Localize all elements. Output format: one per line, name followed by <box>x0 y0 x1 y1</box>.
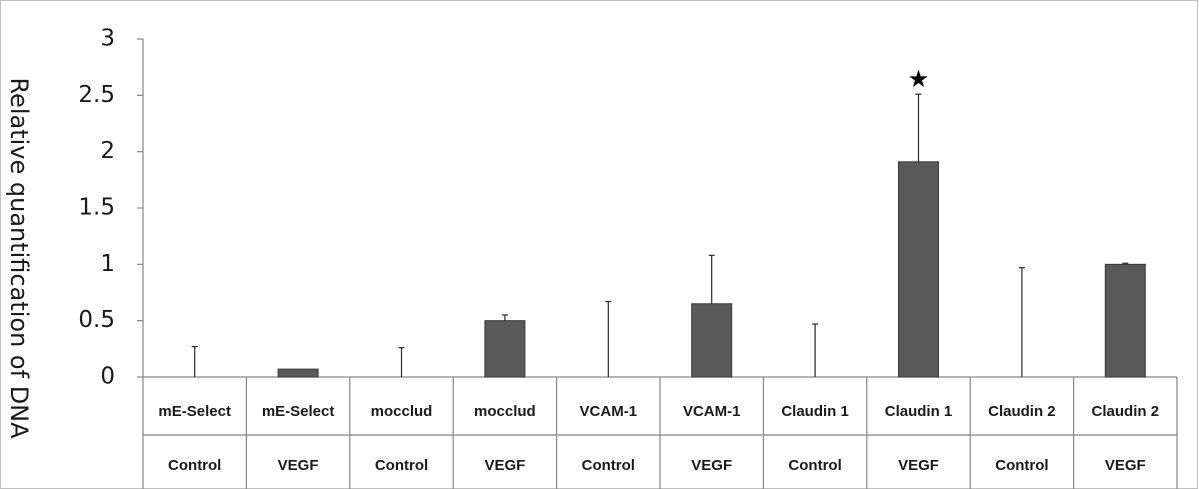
bar <box>691 303 733 378</box>
category-label-condition: Control <box>375 457 428 474</box>
y-tick-label: 1 <box>100 251 115 277</box>
category-label-gene: mE-Select <box>262 403 335 420</box>
category-label-condition: Control <box>995 457 1048 474</box>
category-label-condition: Control <box>788 457 841 474</box>
category-label-gene: mE-Select <box>158 403 231 420</box>
bar <box>898 161 939 378</box>
bar <box>484 320 526 378</box>
category-label-condition: Control <box>582 457 635 474</box>
significance-star-icon: ★ <box>908 65 930 93</box>
y-tick-label: 0 <box>100 364 115 390</box>
category-label-gene: VCAM-1 <box>580 403 638 420</box>
bar <box>277 368 319 378</box>
y-tick-label: 1.5 <box>78 195 115 221</box>
category-label-gene: mocclud <box>474 403 536 420</box>
category-label-condition: VEGF <box>278 457 319 474</box>
category-label-gene: Claudin 1 <box>781 403 849 420</box>
category-label-gene: Claudin 2 <box>1092 403 1160 420</box>
category-label-condition: VEGF <box>484 457 525 474</box>
category-label-gene: VCAM-1 <box>683 403 741 420</box>
category-label-condition: VEGF <box>691 457 732 474</box>
y-tick-label: 0.5 <box>78 307 115 333</box>
bar <box>1104 263 1146 378</box>
category-label-gene: Claudin 2 <box>988 403 1056 420</box>
category-label-condition: Control <box>168 457 221 474</box>
y-axis-label: Relative quantification of DNA <box>5 77 33 439</box>
category-label-gene: Claudin 1 <box>885 403 953 420</box>
category-label-condition: VEGF <box>1105 457 1146 474</box>
category-label-condition: VEGF <box>898 457 939 474</box>
y-tick-label: 3 <box>100 26 115 52</box>
category-label-gene: mocclud <box>371 403 433 420</box>
y-tick-label: 2.5 <box>78 82 115 108</box>
y-tick-label: 2 <box>100 138 115 164</box>
